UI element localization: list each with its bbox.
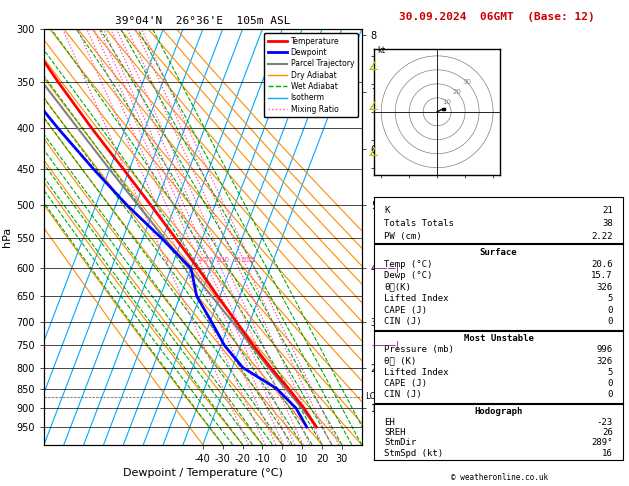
Text: 20: 20 <box>240 257 249 262</box>
Text: 326: 326 <box>597 283 613 292</box>
Text: kt: kt <box>377 46 385 55</box>
Text: StmSpd (kt): StmSpd (kt) <box>384 449 443 458</box>
Text: 30.09.2024  06GMT  (Base: 12): 30.09.2024 06GMT (Base: 12) <box>399 12 595 22</box>
Text: 20: 20 <box>452 89 461 95</box>
Text: Temp (°C): Temp (°C) <box>384 260 433 269</box>
Text: 2: 2 <box>181 257 185 262</box>
Text: $\angle$: $\angle$ <box>367 58 379 72</box>
Text: Totals Totals: Totals Totals <box>384 219 454 228</box>
Text: 10: 10 <box>220 257 229 262</box>
Text: 3: 3 <box>190 257 195 262</box>
Text: -23: -23 <box>597 418 613 427</box>
Text: CIN (J): CIN (J) <box>384 390 422 399</box>
Text: ———|: ———| <box>371 264 399 273</box>
Title: 39°04'N  26°36'E  105m ASL: 39°04'N 26°36'E 105m ASL <box>115 16 291 26</box>
Text: 26: 26 <box>602 428 613 437</box>
Text: $\angle$: $\angle$ <box>367 99 379 113</box>
Text: 289°: 289° <box>591 438 613 448</box>
Text: 38: 38 <box>602 219 613 228</box>
Text: 5: 5 <box>608 294 613 303</box>
Text: Most Unstable: Most Unstable <box>464 334 533 343</box>
Text: 0: 0 <box>608 317 613 326</box>
Text: 25: 25 <box>247 257 256 262</box>
Text: Lifted Index: Lifted Index <box>384 294 448 303</box>
Text: CAPE (J): CAPE (J) <box>384 379 427 388</box>
Text: 21: 21 <box>602 206 613 215</box>
Text: 996: 996 <box>597 346 613 354</box>
Text: Lifted Index: Lifted Index <box>384 367 448 377</box>
Text: 15.7: 15.7 <box>591 271 613 280</box>
Text: 0: 0 <box>608 390 613 399</box>
Text: 15: 15 <box>231 257 241 262</box>
Text: CIN (J): CIN (J) <box>384 317 422 326</box>
Y-axis label: km
ASL: km ASL <box>396 215 414 237</box>
Text: 5: 5 <box>203 257 208 262</box>
Text: EH: EH <box>384 418 395 427</box>
Text: CAPE (J): CAPE (J) <box>384 306 427 315</box>
Text: θᴄ (K): θᴄ (K) <box>384 357 416 365</box>
Text: 4: 4 <box>198 257 202 262</box>
Text: 10: 10 <box>443 99 452 105</box>
Text: 20.6: 20.6 <box>591 260 613 269</box>
Text: $\angle$: $\angle$ <box>367 145 379 159</box>
Text: Surface: Surface <box>480 248 517 257</box>
Text: 0: 0 <box>608 306 613 315</box>
Text: © weatheronline.co.uk: © weatheronline.co.uk <box>452 473 548 482</box>
Text: ———|: ———| <box>371 341 399 350</box>
Text: 2.22: 2.22 <box>591 232 613 241</box>
Text: PW (cm): PW (cm) <box>384 232 422 241</box>
Text: 1: 1 <box>164 257 169 262</box>
Text: 8: 8 <box>216 257 221 262</box>
Text: 5: 5 <box>608 367 613 377</box>
Text: 6: 6 <box>208 257 213 262</box>
Text: 0: 0 <box>608 379 613 388</box>
Text: θᴄ(K): θᴄ(K) <box>384 283 411 292</box>
Text: Hodograph: Hodograph <box>474 407 523 416</box>
X-axis label: Dewpoint / Temperature (°C): Dewpoint / Temperature (°C) <box>123 468 283 478</box>
Y-axis label: hPa: hPa <box>3 227 12 247</box>
Text: StmDir: StmDir <box>384 438 416 448</box>
Text: LCL: LCL <box>365 392 380 401</box>
Text: Dewp (°C): Dewp (°C) <box>384 271 433 280</box>
Text: Pressure (mb): Pressure (mb) <box>384 346 454 354</box>
Text: SREH: SREH <box>384 428 406 437</box>
Text: 326: 326 <box>597 357 613 365</box>
Text: 30: 30 <box>462 79 471 85</box>
Legend: Temperature, Dewpoint, Parcel Trajectory, Dry Adiabat, Wet Adiabat, Isotherm, Mi: Temperature, Dewpoint, Parcel Trajectory… <box>264 33 358 117</box>
Text: 16: 16 <box>602 449 613 458</box>
Text: K: K <box>384 206 389 215</box>
